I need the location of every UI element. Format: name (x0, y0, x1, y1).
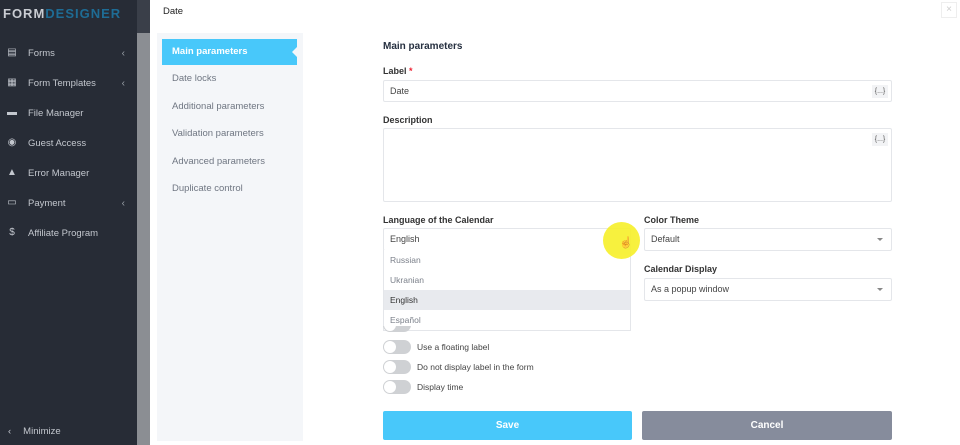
toggle-switch[interactable] (383, 360, 411, 374)
chevron-left-icon: ‹ (121, 197, 125, 209)
cancel-button[interactable]: Cancel (642, 411, 892, 440)
display-label: Calendar Display (644, 264, 718, 274)
credit-card-icon: ▭ (7, 197, 17, 208)
language-option[interactable]: English (384, 290, 630, 310)
language-label: Language of the Calendar (383, 215, 494, 225)
save-button[interactable]: Save (383, 411, 632, 440)
sidebar-item[interactable]: ▤ Forms ‹ (7, 47, 125, 59)
section-heading: Main parameters (383, 41, 463, 52)
description-textarea[interactable]: {...} (383, 128, 892, 202)
description-label: Description (383, 115, 433, 125)
theme-select[interactable]: Default (644, 228, 892, 251)
sidebar-item[interactable]: $ Affiliate Program (0, 218, 137, 248)
code-button[interactable]: {...} (872, 133, 888, 146)
tab-list: Main parameters Date locks Additional para… (157, 33, 303, 441)
sidebar-item[interactable]: ▬ File Manager (7, 107, 84, 119)
toggle-partial[interactable] (383, 326, 417, 332)
code-button[interactable]: {...} (872, 85, 888, 98)
tab[interactable]: Main parameters (162, 39, 297, 65)
toggle-switch[interactable] (383, 340, 411, 354)
language-option[interactable]: Ukranian (390, 275, 425, 285)
language-option[interactable]: Español (390, 315, 421, 325)
warning-icon: ▲ (7, 167, 17, 178)
forms-icon: ▤ (7, 47, 17, 58)
toggle[interactable]: Use a floating label (383, 340, 489, 354)
folder-icon: ▬ (7, 107, 17, 118)
hand-cursor-icon: ☝ (619, 237, 633, 249)
toggle-switch[interactable] (383, 380, 411, 394)
display-select[interactable]: As a popup window (644, 278, 892, 301)
tab[interactable]: Additional parameters (172, 100, 265, 112)
sidebar-item[interactable]: ▭ Payment ‹ (7, 197, 125, 209)
user-circle-icon: ◉ (7, 137, 17, 148)
tab[interactable]: Duplicate control (172, 183, 243, 194)
cursor-highlight: ☝ (603, 222, 640, 259)
language-option[interactable]: Russian (390, 255, 421, 265)
logo: FORMDESIGNER (3, 6, 122, 21)
minimize-button[interactable]: ‹ Minimize (8, 426, 61, 437)
theme-label: Color Theme (644, 215, 700, 225)
label-input[interactable]: Date {...} (383, 80, 892, 102)
sidebar-item[interactable]: ▦ Form Templates ‹ (7, 77, 125, 89)
sidebar-nav: ▤ Forms ‹ ▦ Form Templates ‹ ▬ File Manager ◉ Gue… (0, 38, 137, 248)
caret-down-icon (877, 288, 883, 294)
scrollbar[interactable] (137, 0, 150, 445)
close-button[interactable]: × (941, 2, 957, 18)
dollar-circle-icon: $ (9, 227, 15, 238)
language-dropdown: Russian Ukranian English Español (383, 250, 631, 331)
label-field-label: Label * (383, 66, 413, 76)
toggle[interactable]: Do not display label in the form (383, 360, 534, 374)
caret-down-icon (877, 238, 883, 244)
dialog-title: Date (163, 6, 184, 17)
tab[interactable]: Advanced parameters (172, 155, 265, 167)
tab[interactable]: Validation parameters (172, 128, 264, 139)
sidebar-item[interactable]: ◉ Guest Access (7, 137, 87, 149)
chevron-left-icon: ‹ (8, 426, 12, 437)
chevron-left-icon: ‹ (121, 77, 125, 89)
language-select[interactable]: English (383, 228, 631, 251)
sidebar: FORMDESIGNER ▤ Forms ‹ ▦ Form Templates ‹ ▬ Fil… (0, 0, 137, 445)
template-icon: ▦ (7, 77, 17, 88)
tab[interactable]: Date locks (172, 73, 217, 84)
scrollbar-thumb[interactable] (137, 33, 150, 445)
toggle[interactable]: Display time (383, 380, 463, 394)
chevron-left-icon: ‹ (121, 47, 125, 59)
sidebar-item[interactable]: ▲ Error Manager (7, 167, 90, 179)
